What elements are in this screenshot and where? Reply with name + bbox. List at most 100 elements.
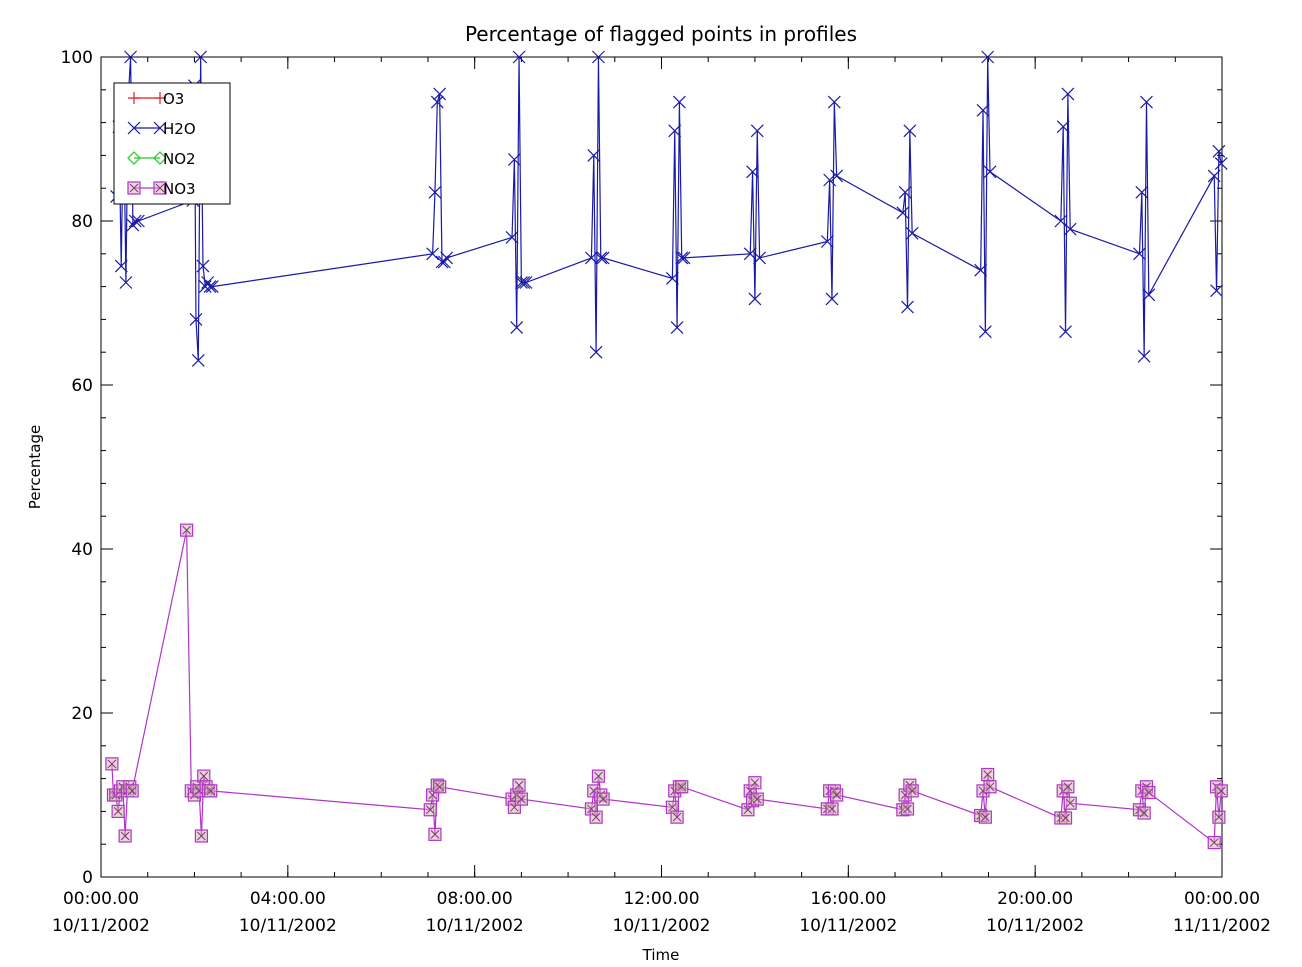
marker-x	[827, 95, 841, 109]
data-point	[433, 87, 447, 101]
marker-x	[746, 165, 760, 179]
x-tick-label-date: 10/11/2002	[613, 916, 711, 936]
data-point	[903, 124, 917, 138]
marker-x	[1061, 87, 1075, 101]
legend-label: O3	[163, 90, 184, 108]
data-point	[668, 124, 682, 138]
marker-x	[675, 251, 689, 265]
marker-square-cross	[827, 804, 837, 814]
marker-x	[1054, 214, 1068, 228]
data-point	[1061, 87, 1075, 101]
data-point	[825, 802, 839, 816]
marker-x	[440, 251, 454, 265]
data-point	[203, 280, 217, 294]
data-point	[194, 50, 208, 64]
x-axis: 00:00.00 10/11/2002 04:00.00 10/11/2002 08:0…	[52, 57, 1271, 936]
data-point	[514, 792, 528, 806]
marker-plus	[154, 92, 166, 104]
x-tick-label-date: 10/11/2002	[52, 916, 150, 936]
marker-plus	[128, 92, 140, 104]
marker-x	[131, 214, 145, 228]
marker-x	[119, 276, 133, 289]
marker-square-cross	[907, 786, 917, 796]
marker-x	[1140, 95, 1153, 109]
marker-x	[820, 235, 834, 248]
marker-x	[198, 280, 212, 294]
data-point	[118, 829, 132, 843]
marker-x	[1059, 325, 1072, 339]
marker-x	[981, 50, 995, 64]
data-point	[205, 280, 219, 294]
marker-square-cross	[598, 794, 608, 804]
data-point	[105, 757, 119, 771]
marker-square-cross	[1216, 786, 1226, 796]
marker-x	[153, 121, 167, 135]
marker-x	[514, 276, 528, 289]
data-point	[1061, 780, 1075, 794]
marker-square-cross	[1209, 838, 1219, 847]
x-tick-label-time: 16:00.00	[810, 889, 886, 909]
marker-x	[519, 276, 533, 289]
data-point	[204, 784, 218, 798]
data-point	[978, 325, 992, 339]
data-point	[896, 206, 910, 220]
marker-square-cross	[206, 786, 216, 796]
data-point	[1133, 247, 1146, 261]
y-tick-label: 80	[71, 212, 93, 232]
marker-square-cross	[1061, 813, 1070, 823]
marker-square-cross	[750, 778, 760, 788]
x-tick-label-time: 08:00.00	[437, 889, 513, 909]
marker-square-cross	[668, 802, 677, 812]
legend-item-h2o: H2O	[127, 120, 196, 138]
data-point	[114, 259, 128, 273]
data-point	[128, 214, 142, 228]
data-point	[505, 230, 519, 244]
marker-square-cross	[1144, 788, 1154, 797]
marker-x	[743, 247, 757, 261]
x-tick-label-date: 10/11/2002	[426, 916, 524, 936]
chart-title: Percentage of flagged points in profiles	[465, 22, 857, 46]
x-tick-label-time: 00:00.00	[63, 889, 139, 909]
series-line-no3	[111, 530, 1222, 844]
data-point	[423, 803, 437, 817]
marker-x	[905, 226, 919, 240]
data-point	[126, 218, 140, 232]
marker-square-cross	[832, 790, 842, 800]
data-point	[1135, 185, 1149, 199]
marker-x	[670, 321, 684, 335]
data-point	[589, 810, 603, 824]
marker-square-cross	[155, 183, 165, 193]
marker-square-cross	[182, 525, 191, 535]
legend-marker	[127, 121, 141, 135]
x-tick-label-time: 12:00.00	[623, 889, 699, 909]
y-tick-label: 60	[71, 376, 93, 396]
data-point	[1212, 144, 1226, 158]
marker-x	[898, 185, 912, 199]
x-tick-label-time: 00:00.00	[1184, 889, 1260, 909]
y-tick-label: 0	[82, 868, 93, 888]
data-point	[1063, 796, 1077, 810]
data-point	[981, 767, 995, 782]
data-point	[1137, 806, 1151, 820]
marker-square-cross	[594, 771, 603, 781]
marker-square-cross	[677, 782, 687, 792]
series-no3	[105, 523, 1228, 850]
marker-square-cross	[120, 831, 130, 841]
data-point	[510, 321, 524, 335]
data-point	[189, 312, 203, 326]
data-point	[905, 226, 919, 240]
data-point	[1137, 349, 1151, 363]
series-h2o	[110, 50, 1228, 367]
data-point	[981, 50, 995, 64]
x-tick-label-time: 20:00.00	[997, 889, 1073, 909]
data-point	[900, 802, 915, 816]
marker-x	[592, 50, 605, 64]
legend-marker	[153, 121, 167, 135]
marker-x	[668, 124, 682, 138]
marker-x	[1137, 349, 1151, 363]
data-point	[591, 769, 606, 783]
data-point	[750, 792, 764, 806]
data-point	[125, 784, 139, 798]
marker-square-cross	[1063, 782, 1073, 792]
data-point	[1142, 785, 1156, 800]
